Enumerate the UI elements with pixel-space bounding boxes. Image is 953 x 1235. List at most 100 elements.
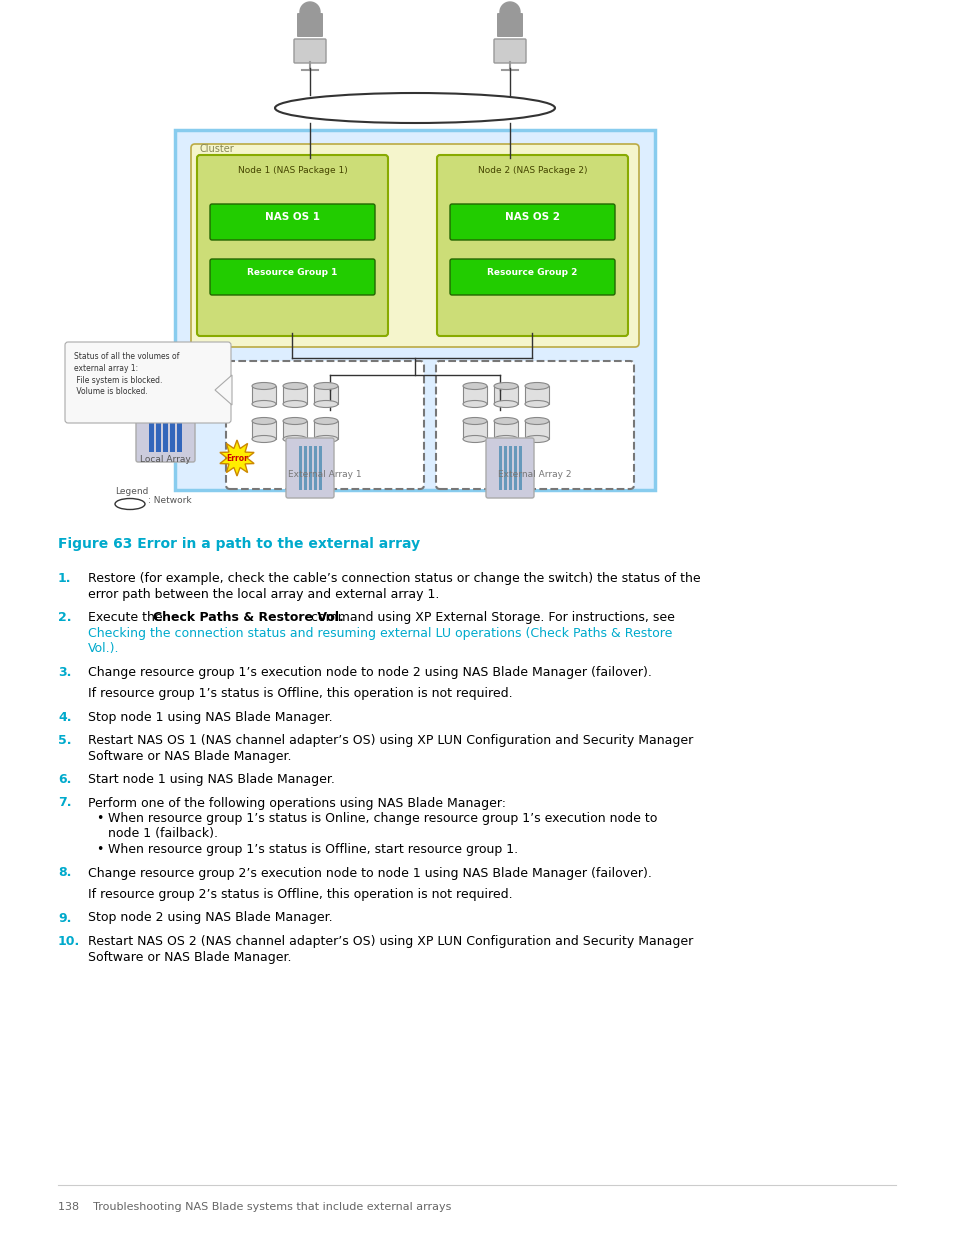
Ellipse shape	[274, 93, 555, 124]
Ellipse shape	[494, 400, 517, 408]
Bar	[252, 387, 275, 404]
Bar	[509, 446, 512, 490]
Text: Vol.).: Vol.).	[88, 642, 119, 655]
FancyBboxPatch shape	[174, 130, 655, 490]
Ellipse shape	[252, 383, 275, 389]
Text: External Array 2: External Array 2	[497, 471, 571, 479]
Ellipse shape	[494, 417, 517, 425]
Bar	[494, 421, 517, 438]
Polygon shape	[214, 375, 232, 405]
Ellipse shape	[462, 400, 486, 408]
Text: Local Array: Local Array	[139, 454, 191, 464]
Bar	[314, 387, 337, 404]
Text: command using XP External Storage. For instructions, see: command using XP External Storage. For i…	[307, 611, 675, 624]
Text: Restart NAS OS 1 (NAS channel adapter’s OS) using XP LUN Configuration and Secur: Restart NAS OS 1 (NAS channel adapter’s …	[88, 734, 693, 747]
Text: 138    Troubleshooting NAS Blade systems that include external arrays: 138 Troubleshooting NAS Blade systems th…	[58, 1202, 451, 1212]
Text: Node 2 (NAS Package 2): Node 2 (NAS Package 2)	[477, 165, 587, 175]
Text: Stop node 1 using NAS Blade Manager.: Stop node 1 using NAS Blade Manager.	[88, 710, 333, 724]
Bar	[318, 446, 322, 490]
Text: 6.: 6.	[58, 773, 71, 785]
Ellipse shape	[314, 383, 337, 389]
Text: Execute the: Execute the	[88, 611, 167, 624]
Bar	[149, 396, 153, 452]
Text: 2.: 2.	[58, 611, 71, 624]
Bar	[283, 387, 307, 404]
Text: Resource Group 2: Resource Group 2	[487, 268, 578, 277]
Text: Stop node 2 using NAS Blade Manager.: Stop node 2 using NAS Blade Manager.	[88, 911, 333, 925]
Text: Resource Group 1: Resource Group 1	[247, 268, 337, 277]
Ellipse shape	[283, 417, 307, 425]
Text: Figure 63 Error in a path to the external array: Figure 63 Error in a path to the externa…	[58, 537, 419, 551]
FancyBboxPatch shape	[450, 204, 615, 240]
Text: Node 1 (NAS Package 1): Node 1 (NAS Package 1)	[237, 165, 347, 175]
Ellipse shape	[252, 436, 275, 442]
Ellipse shape	[314, 400, 337, 408]
Circle shape	[299, 2, 319, 22]
Text: When resource group 1’s status is Online, change resource group 1’s execution no: When resource group 1’s status is Online…	[108, 811, 657, 825]
Ellipse shape	[524, 383, 548, 389]
Text: : Network: : Network	[148, 496, 192, 505]
Text: External Array 1: External Array 1	[288, 471, 361, 479]
Bar	[498, 446, 501, 490]
Bar	[503, 446, 506, 490]
Ellipse shape	[283, 436, 307, 442]
FancyBboxPatch shape	[196, 156, 388, 336]
Text: If resource group 1’s status is Offline, this operation is not required.: If resource group 1’s status is Offline,…	[88, 687, 512, 700]
FancyBboxPatch shape	[450, 259, 615, 295]
Bar	[524, 421, 548, 438]
FancyBboxPatch shape	[210, 204, 375, 240]
FancyBboxPatch shape	[485, 438, 534, 498]
Text: 9.: 9.	[58, 911, 71, 925]
Bar	[298, 446, 302, 490]
Text: 4.: 4.	[58, 710, 71, 724]
Ellipse shape	[494, 383, 517, 389]
Ellipse shape	[462, 383, 486, 389]
Bar	[314, 421, 337, 438]
Ellipse shape	[252, 400, 275, 408]
Text: Status of all the volumes of
external array 1:
 File system is blocked.
 Volume : Status of all the volumes of external ar…	[74, 352, 179, 396]
Text: 10.: 10.	[58, 935, 80, 948]
Bar	[156, 396, 161, 452]
Bar	[462, 387, 486, 404]
Text: Checking the connection status and resuming external LU operations (Check Paths : Checking the connection status and resum…	[88, 626, 672, 640]
Ellipse shape	[462, 436, 486, 442]
Ellipse shape	[252, 417, 275, 425]
FancyBboxPatch shape	[436, 361, 634, 489]
Text: NAS OS 1: NAS OS 1	[265, 212, 319, 222]
FancyBboxPatch shape	[210, 259, 375, 295]
FancyBboxPatch shape	[497, 14, 522, 37]
Text: Change resource group 2’s execution node to node 1 using NAS Blade Manager (fail: Change resource group 2’s execution node…	[88, 867, 651, 879]
Bar	[462, 421, 486, 438]
Ellipse shape	[494, 436, 517, 442]
Bar	[304, 446, 307, 490]
Ellipse shape	[524, 436, 548, 442]
Ellipse shape	[524, 400, 548, 408]
Text: Software or NAS Blade Manager.: Software or NAS Blade Manager.	[88, 951, 292, 963]
Bar	[514, 446, 517, 490]
Bar	[170, 396, 174, 452]
Text: Software or NAS Blade Manager.: Software or NAS Blade Manager.	[88, 750, 292, 762]
FancyBboxPatch shape	[296, 14, 323, 37]
Ellipse shape	[283, 383, 307, 389]
Text: •: •	[96, 844, 103, 856]
Polygon shape	[219, 440, 253, 475]
FancyBboxPatch shape	[494, 40, 525, 63]
FancyBboxPatch shape	[294, 40, 326, 63]
Text: 1.: 1.	[58, 572, 71, 585]
Bar	[283, 421, 307, 438]
Text: NAS OS 2: NAS OS 2	[504, 212, 559, 222]
FancyBboxPatch shape	[136, 388, 194, 462]
Text: Cluster: Cluster	[200, 144, 234, 154]
Ellipse shape	[115, 499, 145, 510]
Text: Error: Error	[226, 453, 248, 462]
Bar	[252, 421, 275, 438]
Text: node 1 (failback).: node 1 (failback).	[108, 827, 218, 841]
Text: 3.: 3.	[58, 666, 71, 678]
Text: Start node 1 using NAS Blade Manager.: Start node 1 using NAS Blade Manager.	[88, 773, 335, 785]
Ellipse shape	[314, 417, 337, 425]
Text: Check Paths & Restore Vol.: Check Paths & Restore Vol.	[152, 611, 343, 624]
Ellipse shape	[314, 436, 337, 442]
Text: Restore (for example, check the cable’s connection status or change the switch) : Restore (for example, check the cable’s …	[88, 572, 700, 585]
Text: Perform one of the following operations using NAS Blade Manager:: Perform one of the following operations …	[88, 797, 505, 809]
FancyBboxPatch shape	[286, 438, 334, 498]
